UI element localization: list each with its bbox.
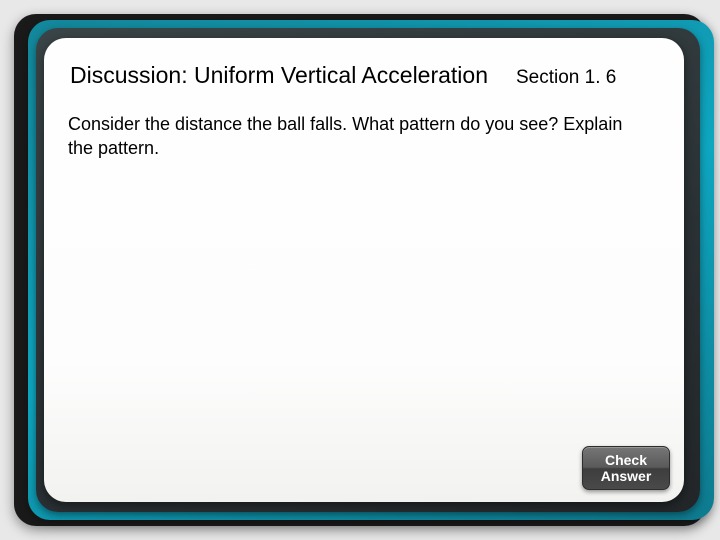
slide-header: Discussion: Uniform Vertical Acceleratio… xyxy=(66,62,656,89)
slide-body-text: Consider the distance the ball falls. Wh… xyxy=(66,113,636,161)
slide-title: Discussion: Uniform Vertical Acceleratio… xyxy=(70,62,488,89)
section-label: Section 1. 6 xyxy=(516,67,616,89)
slide-content-card: Discussion: Uniform Vertical Acceleratio… xyxy=(44,38,684,502)
check-answer-line1: Check xyxy=(605,452,647,468)
check-answer-line2: Answer xyxy=(601,468,652,484)
check-answer-button[interactable]: Check Answer xyxy=(582,446,670,490)
